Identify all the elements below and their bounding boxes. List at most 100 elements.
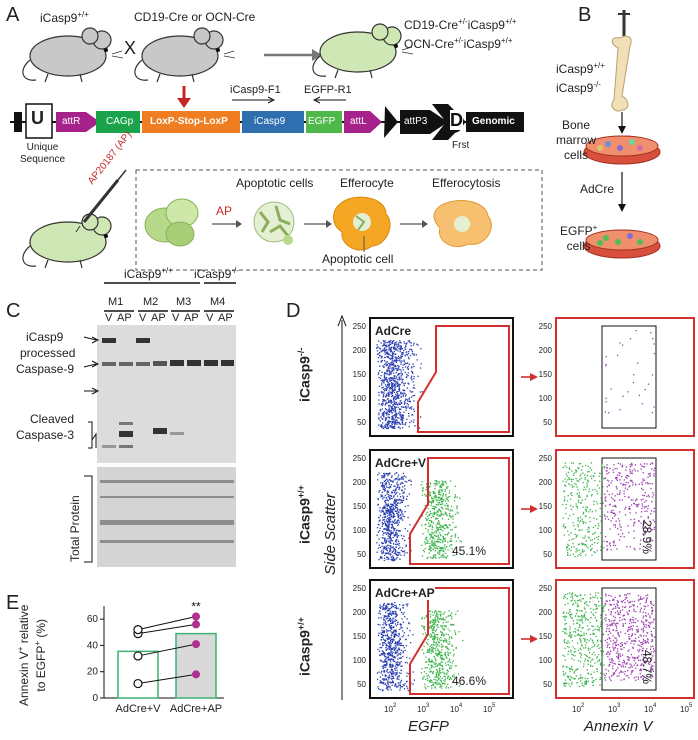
cell-dot: [397, 686, 399, 688]
cell-dot: [379, 519, 381, 521]
cell-dot: [392, 364, 395, 366]
cell-dot: [389, 363, 391, 365]
cell-dot: [635, 330, 637, 332]
cell-dot: [584, 537, 586, 539]
cell-dot: [427, 531, 429, 533]
cell-dot: [629, 508, 631, 510]
cell-dot: [641, 503, 643, 505]
cell-dot: [451, 515, 453, 517]
cell-dot: [601, 532, 603, 534]
cell-dot: [442, 555, 444, 557]
cell-dot: [384, 623, 386, 625]
cell-dot: [404, 528, 406, 530]
cell-dot: [398, 394, 400, 396]
cell-dot: [448, 532, 450, 534]
cell-dot: [401, 665, 403, 667]
cell-dot: [388, 558, 390, 560]
cell-dot: [440, 510, 442, 512]
cell-dot: [571, 595, 574, 597]
cell-dot: [436, 545, 438, 548]
cell-dot: [431, 542, 433, 544]
cell-dot: [401, 644, 403, 646]
cell-dot: [621, 465, 624, 467]
cell-dot: [603, 467, 606, 469]
cell-dot: [392, 390, 394, 392]
cell-dot: [588, 537, 590, 539]
cell-dot: [392, 655, 394, 657]
cell-dot: [384, 419, 387, 422]
cell-dot: [439, 670, 441, 672]
cell-dot: [394, 635, 396, 638]
cell-dot: [453, 673, 455, 676]
cell-dot: [402, 606, 404, 609]
cell-dot: [598, 630, 600, 632]
cell-dot: [440, 661, 442, 663]
cell-dot: [428, 627, 430, 629]
cell-dot: [392, 388, 394, 391]
cell-dot: [575, 503, 577, 505]
cell-dot: [377, 547, 380, 549]
cell-dot: [400, 508, 402, 511]
cell-dot: [455, 526, 457, 528]
cell-dot: [389, 550, 391, 552]
cell-dot: [563, 523, 565, 525]
cell-dot: [594, 525, 597, 527]
cell-dot: [452, 681, 454, 683]
cell-dot: [399, 552, 401, 554]
cell-dot: [604, 536, 607, 538]
cell-dot: [377, 498, 379, 501]
cell-dot: [451, 529, 454, 531]
cell-dot: [394, 493, 397, 495]
cell-dot: [584, 644, 587, 646]
cell-dot: [594, 604, 596, 606]
cell-dot: [441, 665, 443, 667]
cell-dot: [392, 427, 394, 429]
cell-dot: [442, 536, 445, 539]
cell-dot: [565, 629, 567, 631]
cell-dot: [601, 648, 603, 650]
cell-dot: [648, 540, 651, 542]
cell-dot: [387, 393, 390, 395]
cell-dot: [627, 525, 629, 527]
cell-dot: [395, 504, 397, 506]
cell-dot: [577, 525, 579, 528]
cell-dot: [570, 593, 573, 596]
cell-dot: [393, 343, 396, 345]
cell-dot: [382, 551, 384, 553]
cell-dot: [385, 611, 387, 614]
cell-dot: [392, 348, 395, 350]
cell-dot: [442, 617, 444, 619]
cell-dot: [420, 363, 422, 365]
cell-dot: [391, 405, 393, 408]
cell-dot: [610, 482, 612, 484]
cell-dot: [388, 540, 390, 542]
cell-dot: [407, 687, 409, 689]
cell-dot: [402, 650, 404, 652]
cell-dot: [389, 554, 391, 556]
cell-dot: [387, 610, 389, 612]
cell-dot: [389, 661, 392, 663]
cell-dot: [432, 548, 434, 550]
cell-dot: [425, 517, 427, 519]
cell-dot: [392, 416, 394, 418]
cell-dot: [573, 545, 575, 548]
cell-dot: [389, 343, 391, 345]
cell-dot: [446, 669, 449, 671]
cell-dot: [643, 507, 645, 509]
cell-dot: [381, 521, 384, 524]
cell-dot: [605, 397, 607, 399]
cell-dot: [618, 520, 621, 522]
cell-dot: [598, 654, 600, 656]
cell-dot: [626, 488, 628, 491]
cell-dot: [382, 396, 384, 398]
cell-dot: [389, 409, 391, 411]
cell-dot: [387, 475, 389, 477]
cell-dot: [441, 490, 443, 492]
cell-dot: [398, 417, 400, 419]
cell-dot: [406, 680, 408, 682]
cell-dot: [383, 519, 385, 521]
cell-dot: [387, 635, 389, 638]
cell-dot: [582, 472, 584, 474]
cell-dot: [388, 535, 390, 538]
cell-dot: [457, 682, 459, 684]
